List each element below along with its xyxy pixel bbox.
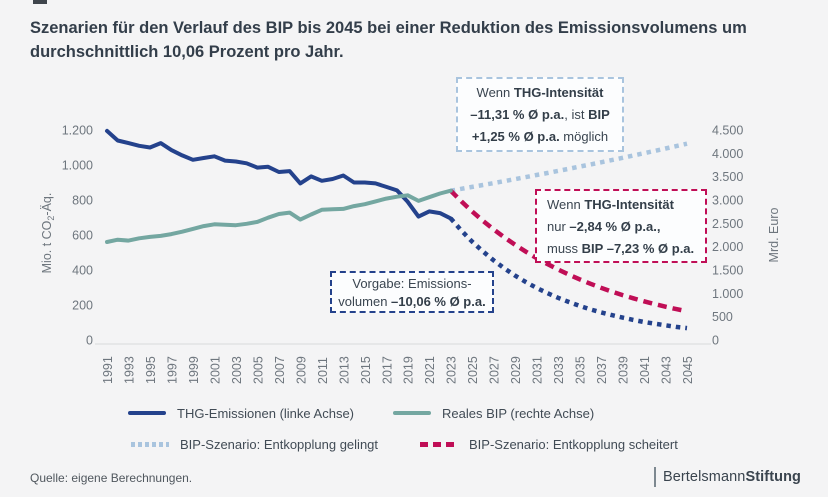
x-axis-tick-label: 2023	[445, 356, 459, 384]
legend-item-szenario-scheitert: BIP-Szenario: Entkopplung scheitert	[420, 436, 678, 452]
x-axis-tick-label: 1991	[101, 356, 115, 384]
y-axis-right-tick-label: 3.000	[712, 194, 743, 208]
page-title: Szenarien für den Verlauf des BIP bis 20…	[30, 19, 747, 61]
legend-item-reales-bip: Reales BIP (rechte Achse)	[393, 405, 594, 421]
x-axis-tick-label: 2015	[359, 356, 373, 384]
y-axis-left-tick-label: 1.000	[62, 159, 93, 173]
x-axis-tick-label: 2035	[574, 356, 588, 384]
series-line-bip	[105, 188, 453, 244]
annotation-line: +1,25 % Ø p.a. möglich	[471, 129, 609, 144]
y-axis-left-tick-label: 200	[72, 299, 93, 313]
y-axis-right-tick-label: 3.500	[712, 170, 743, 184]
x-axis-tick-label: 2017	[380, 356, 394, 384]
x-axis-tick-label: 2009	[294, 356, 308, 384]
x-axis-tick-label: 2007	[273, 356, 287, 384]
x-axis-tick-label: 1993	[122, 356, 136, 384]
y-axis-left-tick-label: 600	[72, 229, 93, 243]
y-axis-right-tick-label: 1.500	[712, 264, 743, 278]
y-axis-right-tick-label: 1.000	[712, 287, 743, 301]
y-axis-left-tick-label: 400	[72, 264, 93, 278]
y-axis-left-tick-label: 1.200	[62, 124, 93, 138]
bertelsmann-stiftung-logo: Bertelsmann Stiftung	[653, 467, 801, 487]
annotation-line: Wenn THG-Intensität	[476, 85, 604, 100]
x-axis-tick-label: 2013	[337, 356, 351, 384]
x-axis-tick-label: 2003	[230, 356, 244, 384]
x-axis-tick-label: 2029	[509, 356, 523, 384]
y-axis-right-tick-label: 2.000	[712, 240, 743, 254]
logo-text-part2: Stiftung	[745, 469, 801, 485]
legend-label: Reales BIP (rechte Achse)	[442, 405, 595, 421]
series-line-bip-scheitert	[449, 189, 688, 314]
y-axis-right-tick-label: 0	[712, 334, 719, 348]
x-axis-tick-label: 2027	[488, 356, 502, 384]
legend-item-szenario-gelingt: BIP-Szenario: Entkopplung gelingt	[131, 436, 378, 452]
x-axis-tick-label: 2025	[466, 356, 480, 384]
series-line-bip-gelingt	[450, 141, 688, 193]
x-axis-tick-label: 2031	[531, 356, 545, 384]
crop-artifact	[33, 0, 47, 4]
x-axis-tick-label: 1997	[165, 356, 179, 384]
x-axis-tick-label: 2021	[423, 356, 437, 384]
y-axis-left-tick-label: 800	[72, 194, 93, 208]
annotation-line: nur –2,84 % Ø p.a.,	[547, 219, 661, 234]
x-axis-tick-label: 2033	[552, 356, 566, 384]
y-axis-left-title: Mio. t CO2-Äq.	[40, 193, 56, 274]
legend-swatch-solid-teal	[393, 411, 431, 415]
source-note: Quelle: eigene Berechnungen.	[30, 471, 193, 485]
x-axis-tick-label: 2041	[638, 356, 652, 384]
legend-item-thg-emissionen: THG-Emissionen (linke Achse)	[128, 405, 354, 421]
annotation-vorgabe-emissionsvolumen: Vorgabe: Emissions-volumen –10,06 % Ø p.…	[330, 271, 494, 313]
annotation-line: –11,31 % Ø p.a., ist BIP	[470, 107, 610, 122]
legend-swatch-dotted-lightblue	[131, 441, 169, 447]
logo-text-part1: Bertelsmann	[662, 469, 746, 485]
logo-divider-bar	[653, 467, 656, 487]
y-axis-right-tick-label: 4.000	[712, 147, 743, 161]
y-axis-right-tick-label: 4.500	[712, 124, 743, 138]
legend-label: BIP-Szenario: Entkopplung gelingt	[180, 436, 379, 452]
x-axis-tick-label: 2045	[681, 356, 695, 384]
legend-label: THG-Emissionen (linke Achse)	[177, 405, 354, 421]
y-axis-right-tick-label: 2.500	[712, 217, 743, 231]
legend-swatch-dashed-crimson	[420, 441, 458, 447]
legend-label: BIP-Szenario: Entkopplung scheitert	[469, 436, 678, 452]
x-axis-tick-label: 2011	[316, 357, 330, 384]
annotation-entkopplung-scheitert: Wenn THG-Intensität nur –2,84 % Ø p.a., mu…	[535, 189, 707, 263]
series-line-thg-szenario	[449, 216, 688, 331]
series-line-thg	[105, 128, 453, 221]
y-axis-right-title: Mrd. Euro	[767, 208, 781, 263]
x-axis-tick-label: 1999	[187, 356, 201, 384]
y-axis-right-tick-label: 500	[712, 310, 733, 324]
x-axis-tick-label: 2005	[251, 356, 265, 384]
x-axis-tick-label: 2019	[402, 356, 416, 384]
annotation-line: muss BIP –7,23 % Ø p.a.	[547, 241, 695, 256]
annotation-line: Wenn THG-Intensität	[547, 197, 674, 212]
x-axis-tick-label: 2043	[660, 356, 674, 384]
x-axis-tick-label: 2039	[617, 356, 631, 384]
x-axis-tick-label: 2037	[595, 356, 609, 384]
legend-swatch-solid-navy	[128, 411, 166, 415]
x-axis-tick-label: 2001	[208, 356, 222, 384]
annotation-line: volumen –10,06 % Ø p.a.	[338, 294, 486, 309]
annotation-line: Vorgabe: Emissions-	[352, 276, 472, 291]
annotation-entkopplung-gelingt: Wenn THG-Intensität –11,31 % Ø p.a., ist …	[456, 77, 624, 152]
x-axis-tick-label: 1995	[144, 356, 158, 384]
y-axis-left-tick-label: 0	[86, 334, 93, 348]
